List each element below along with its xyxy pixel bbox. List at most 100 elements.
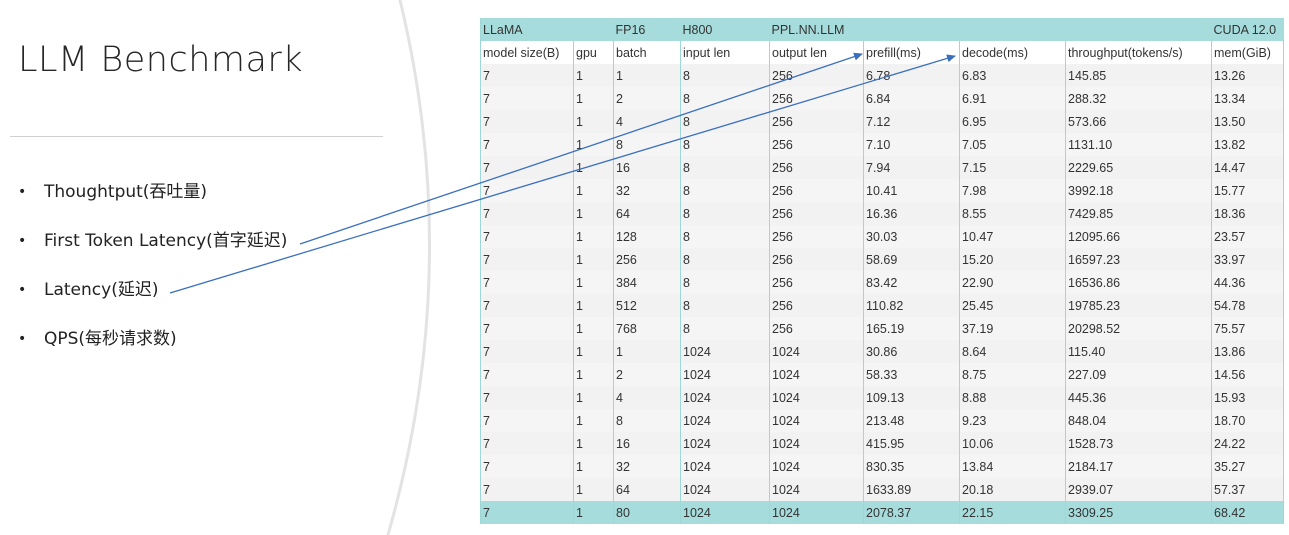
table-cell: 44.36 xyxy=(1211,271,1285,294)
table-cell: 24.22 xyxy=(1211,432,1285,455)
table-row: 7 1 4 8 256 7.12 6.95 573.66 13.50 xyxy=(480,110,1285,133)
table-row: 7 1 512 8 256 110.82 25.45 19785.23 54.78 xyxy=(480,294,1285,317)
table-cell: 115.40 xyxy=(1065,340,1213,363)
table-cell: 1024 xyxy=(680,432,770,455)
table-cell: 7 xyxy=(480,317,574,340)
table-cell: 1 xyxy=(573,64,614,87)
table-cell: 256 xyxy=(769,110,864,133)
table-cell: 18.70 xyxy=(1211,409,1285,432)
table-cell: 1 xyxy=(573,202,614,225)
table-cell: 2 xyxy=(613,363,681,386)
table-cell: 1 xyxy=(613,340,681,363)
table-cell: 10.06 xyxy=(959,432,1066,455)
table-cell: 256 xyxy=(769,248,864,271)
bullet-qps: • QPS(每秒请求数) xyxy=(18,328,287,377)
table-cell: 7 xyxy=(480,340,574,363)
table-cell: 7 xyxy=(480,455,574,478)
table-cell: 2939.07 xyxy=(1065,478,1213,501)
table-cell: 8 xyxy=(680,110,770,133)
table-cell: 64 xyxy=(613,478,681,501)
table-cell: 8.88 xyxy=(959,386,1066,409)
table-cell: 7 xyxy=(480,179,574,202)
table-cell: 1024 xyxy=(769,501,864,524)
table-cell: 1024 xyxy=(680,501,770,524)
table-row-highlight: 7 1 80 1024 1024 2078.37 22.15 3309.25 68.42 xyxy=(480,501,1285,524)
table-cell: 1 xyxy=(573,386,614,409)
header-model: LLaMA xyxy=(480,18,574,41)
benchmark-table: LLaMA FP16 H800 PPL.NN.LLM CUDA 12.0 mod… xyxy=(480,18,1285,524)
table-cell: 14.47 xyxy=(1211,156,1285,179)
bullet-dot: • xyxy=(18,233,27,249)
table-cell: 1024 xyxy=(680,455,770,478)
table-cell: 4 xyxy=(613,386,681,409)
table-cell: 13.34 xyxy=(1211,87,1285,110)
table-row: 7 1 768 8 256 165.19 37.19 20298.52 75.57 xyxy=(480,317,1285,340)
table-cell: 7 xyxy=(480,478,574,501)
table-cell: 22.15 xyxy=(959,501,1066,524)
title-divider xyxy=(10,136,383,137)
table-row: 7 1 1 8 256 6.78 6.83 145.85 13.26 xyxy=(480,64,1285,87)
table-cell: 1131.10 xyxy=(1065,133,1213,156)
table-cell: 64 xyxy=(613,202,681,225)
table-cell: 573.66 xyxy=(1065,110,1213,133)
column-header: input len xyxy=(680,41,770,64)
table-cell: 6.78 xyxy=(863,64,960,87)
table-row: 7 1 16 8 256 7.94 7.15 2229.65 14.47 xyxy=(480,156,1285,179)
column-header-decode: decode(ms) xyxy=(959,41,1066,64)
table-cell: 20.18 xyxy=(959,478,1066,501)
table-cell: 7 xyxy=(480,64,574,87)
table-cell: 8 xyxy=(680,64,770,87)
table-cell: 6.95 xyxy=(959,110,1066,133)
table-cell: 33.97 xyxy=(1211,248,1285,271)
table-cell: 1024 xyxy=(680,363,770,386)
table-cell: 15.77 xyxy=(1211,179,1285,202)
table-cell: 288.32 xyxy=(1065,87,1213,110)
table-cell: 10.47 xyxy=(959,225,1066,248)
table-cell: 75.57 xyxy=(1211,317,1285,340)
table-cell: 256 xyxy=(769,156,864,179)
table-cell: 68.42 xyxy=(1211,501,1285,524)
column-header: gpu xyxy=(573,41,614,64)
column-header-prefill: prefill(ms) xyxy=(863,41,960,64)
table-cell: 512 xyxy=(613,294,681,317)
table-cell: 7 xyxy=(480,202,574,225)
table-cell: 165.19 xyxy=(863,317,960,340)
table-cell: 1 xyxy=(573,294,614,317)
bullet-dot: • xyxy=(18,184,27,200)
table-cell: 6.91 xyxy=(959,87,1066,110)
table-cell: 18.36 xyxy=(1211,202,1285,225)
table-cell: 6.83 xyxy=(959,64,1066,87)
table-cell: 80 xyxy=(613,501,681,524)
bullet-text: Thoughtput(吞吐量) xyxy=(44,182,208,202)
table-cell: 1 xyxy=(573,271,614,294)
table-cell: 1633.89 xyxy=(863,478,960,501)
table-cell: 256 xyxy=(769,87,864,110)
table-cell: 13.50 xyxy=(1211,110,1285,133)
table-cell: 1 xyxy=(573,432,614,455)
table-cell: 8 xyxy=(680,156,770,179)
table-row: 7 1 8 8 256 7.10 7.05 1131.10 13.82 xyxy=(480,133,1285,156)
table-top-header: LLaMA FP16 H800 PPL.NN.LLM CUDA 12.0 xyxy=(480,18,1284,41)
table-cell: 256 xyxy=(769,225,864,248)
table-cell: 1 xyxy=(573,363,614,386)
table-cell: 8 xyxy=(680,317,770,340)
slide-title: LLM Benchmark xyxy=(18,40,304,80)
table-cell: 8.55 xyxy=(959,202,1066,225)
table-cell: 256 xyxy=(769,271,864,294)
table-cell: 32 xyxy=(613,455,681,478)
table-cell: 7 xyxy=(480,363,574,386)
table-row: 7 1 256 8 256 58.69 15.20 16597.23 33.97 xyxy=(480,248,1285,271)
table-cell: 37.19 xyxy=(959,317,1066,340)
table-cell: 14.56 xyxy=(1211,363,1285,386)
table-cell: 8 xyxy=(680,202,770,225)
table-cell: 8.64 xyxy=(959,340,1066,363)
table-cell: 7.05 xyxy=(959,133,1066,156)
table-cell: 7.12 xyxy=(863,110,960,133)
table-cell: 15.20 xyxy=(959,248,1066,271)
table-row: 7 1 1 1024 1024 30.86 8.64 115.40 13.86 xyxy=(480,340,1285,363)
table-cell: 8 xyxy=(680,179,770,202)
table-cell: 7 xyxy=(480,501,574,524)
table-cell: 110.82 xyxy=(863,294,960,317)
table-cell: 2184.17 xyxy=(1065,455,1213,478)
table-cell: 83.42 xyxy=(863,271,960,294)
